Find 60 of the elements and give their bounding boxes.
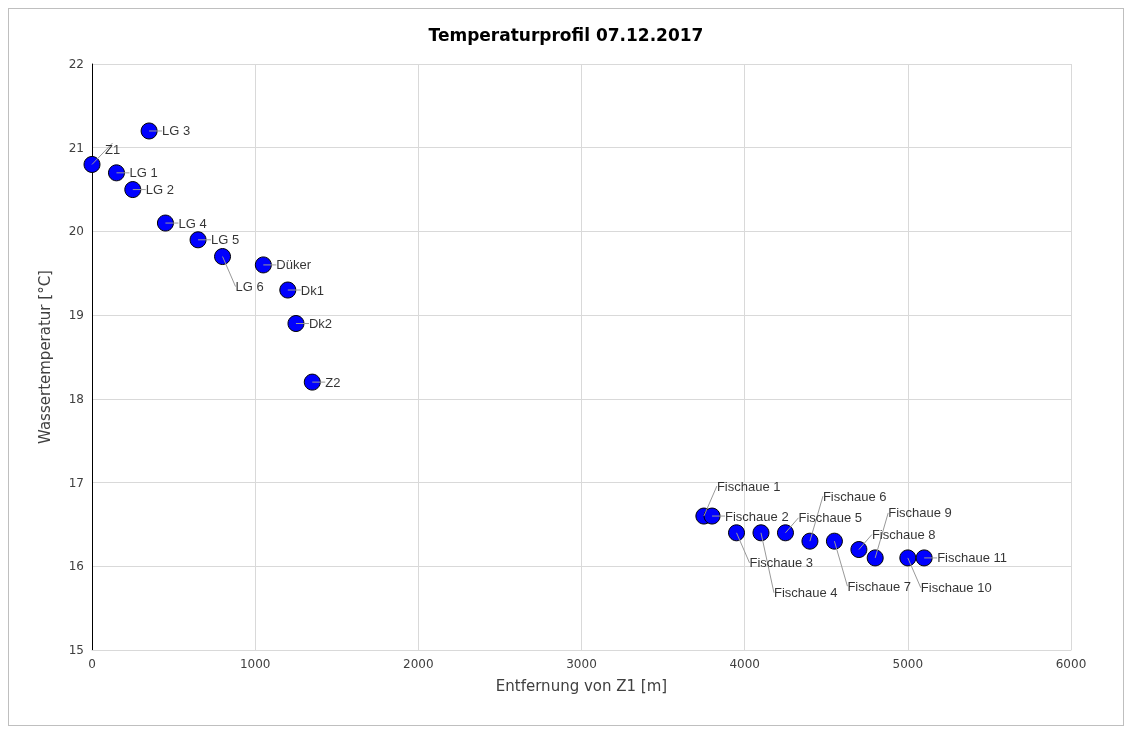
- annotation: Fischaue 8: [871, 527, 936, 543]
- annotation: Fischaue 3: [749, 555, 814, 571]
- annotation: Fischaue 1: [716, 478, 781, 494]
- annotation: Fischaue 6: [822, 488, 887, 504]
- annotation: LG 3: [162, 123, 191, 139]
- x-axis-title: Entfernung von Z1 [m]: [495, 676, 668, 695]
- y-axis-title: Wassertemperatur [°C]: [35, 270, 54, 444]
- annotation: Dk2: [308, 316, 333, 332]
- point: [752, 524, 770, 542]
- x-tick-label: 2000: [403, 657, 434, 671]
- annotation: Düker: [276, 257, 312, 273]
- annotation: Fischaue 5: [798, 510, 863, 526]
- point: [776, 524, 794, 542]
- annotation: Fischaue 10: [920, 580, 992, 596]
- point: [728, 524, 746, 542]
- y-tick-label: 17: [68, 475, 84, 490]
- point: [825, 532, 843, 550]
- x-tick-label: 1000: [239, 657, 271, 671]
- annotation: LG 1: [129, 165, 158, 181]
- y-tick-label: 22: [68, 57, 84, 71]
- annotation: Fischaue 4: [773, 585, 838, 601]
- annotation: Z2: [325, 374, 341, 390]
- point: [140, 122, 158, 140]
- annotation: LG 2: [145, 182, 174, 198]
- annotation: Fischaue 2: [725, 508, 789, 524]
- annotation: Fischaue 7: [847, 578, 911, 594]
- y-tick-label: 20: [68, 224, 84, 239]
- point: [107, 164, 125, 182]
- y-tick-label: 21: [68, 140, 84, 155]
- annotation: Dk1: [300, 282, 324, 298]
- point: [189, 231, 207, 249]
- point: [850, 541, 868, 559]
- point: [254, 256, 272, 274]
- y-tick-label: 18: [68, 391, 84, 406]
- point: [287, 315, 305, 333]
- x-tick-label: 5000: [892, 657, 924, 671]
- point: [214, 248, 232, 266]
- y-tick-label: 15: [68, 643, 84, 657]
- point: [801, 532, 819, 550]
- x-tick-label: 6000: [1055, 657, 1087, 671]
- chart-title: Temperaturprofil 07.12.2017: [428, 24, 704, 45]
- annotation: LG 4: [178, 215, 207, 231]
- point: [156, 214, 174, 232]
- point: [83, 155, 101, 173]
- point: [899, 549, 917, 567]
- annotation: Z1: [105, 141, 121, 157]
- annotation: Fischaue 11: [937, 550, 1008, 566]
- x-tick-label: 3000: [566, 657, 597, 671]
- point: [915, 549, 933, 567]
- x-tick-label: 4000: [729, 657, 760, 671]
- annotation: LG 6: [235, 279, 264, 295]
- y-tick-label: 19: [68, 308, 84, 323]
- point: [866, 549, 884, 567]
- y-tick-label: 16: [68, 559, 84, 574]
- point: [124, 181, 142, 199]
- x-tick-label: 0: [88, 657, 96, 671]
- point: [279, 281, 297, 299]
- annotation: LG 5: [211, 232, 240, 248]
- point: [303, 373, 321, 391]
- annotation: Fischaue 9: [888, 505, 952, 521]
